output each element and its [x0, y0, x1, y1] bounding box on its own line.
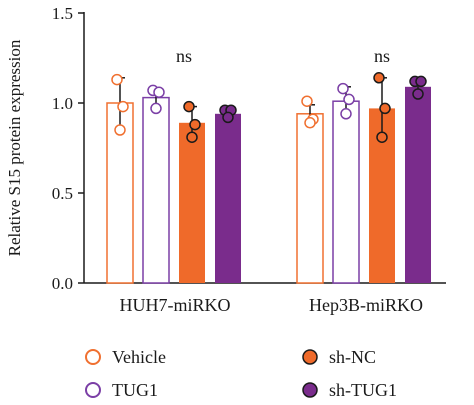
point-tug1-huh7-1: [153, 86, 165, 98]
point-vehicle-hep3b-2: [304, 117, 316, 129]
point-sh-nc-hep3b-1: [379, 102, 391, 115]
category-label-huh7: HUH7-miRKO: [120, 295, 231, 315]
bar-vehicle-hep3b: [296, 113, 324, 284]
legend-marker-sh-nc: [302, 349, 318, 365]
y-axis-label: Relative S15 protein expression: [5, 39, 24, 256]
point-tug1-huh7-2: [150, 102, 162, 115]
bars: [106, 72, 431, 284]
point-sh-nc-hep3b-2: [376, 131, 388, 143]
bar-tug1-huh7: [142, 96, 170, 284]
legend-item-sh-tug1: sh-TUG1: [302, 380, 397, 400]
point-tug1-hep3b-0: [337, 82, 349, 95]
point-sh-nc-huh7-1: [189, 118, 201, 131]
bar-sh-tug1-hep3b: [405, 86, 431, 283]
y-tick-label-3: 1.5: [52, 4, 73, 23]
ns-annotation-huh7: ns: [176, 46, 192, 66]
point-sh-nc-huh7-0: [183, 100, 195, 113]
bar-tug1-hep3b: [332, 100, 360, 284]
point-sh-nc-huh7-2: [186, 131, 198, 143]
legend-label-tug1: TUG1: [112, 380, 158, 400]
point-sh-tug1-hep3b-2: [412, 88, 424, 100]
category-label-hep3b: Hep3B-miRKO: [309, 295, 423, 315]
point-sh-tug1-huh7-2: [222, 111, 234, 124]
y-tick-label-1: 0.5: [52, 184, 73, 203]
legend-item-sh-nc: sh-NC: [302, 347, 376, 367]
legend-label-sh-tug1: sh-TUG1: [329, 380, 397, 400]
point-vehicle-huh7-0: [111, 73, 123, 86]
legend-marker-tug1: [85, 382, 101, 398]
legend-item-tug1: TUG1: [85, 380, 158, 400]
point-vehicle-huh7-1: [117, 100, 129, 113]
point-tug1-hep3b-1: [343, 93, 355, 106]
legend: Vehicle TUG1 sh-NC sh-TUG1: [85, 347, 397, 400]
legend-marker-vehicle: [85, 349, 101, 365]
ns-annotation-hep3b: ns: [374, 46, 390, 66]
point-vehicle-hep3b-0: [301, 95, 313, 107]
legend-item-vehicle: Vehicle: [85, 347, 166, 367]
y-ticks: 0.0 0.5 1.0 1.5: [52, 4, 84, 293]
legend-marker-sh-tug1: [302, 382, 318, 398]
bar-sh-nc-huh7: [179, 122, 205, 283]
point-sh-tug1-hep3b-1: [415, 75, 427, 88]
point-sh-nc-hep3b-0: [373, 72, 385, 84]
legend-label-sh-nc: sh-NC: [329, 347, 376, 367]
plot-area: 0.0 0.5 1.0 1.5: [52, 4, 446, 293]
y-tick-label-2: 1.0: [52, 94, 73, 113]
y-tick-label-0: 0.0: [52, 274, 73, 293]
bar-sh-tug1-huh7: [215, 113, 241, 283]
point-tug1-hep3b-2: [340, 108, 352, 120]
point-vehicle-huh7-2: [114, 124, 126, 136]
legend-label-vehicle: Vehicle: [112, 347, 166, 367]
